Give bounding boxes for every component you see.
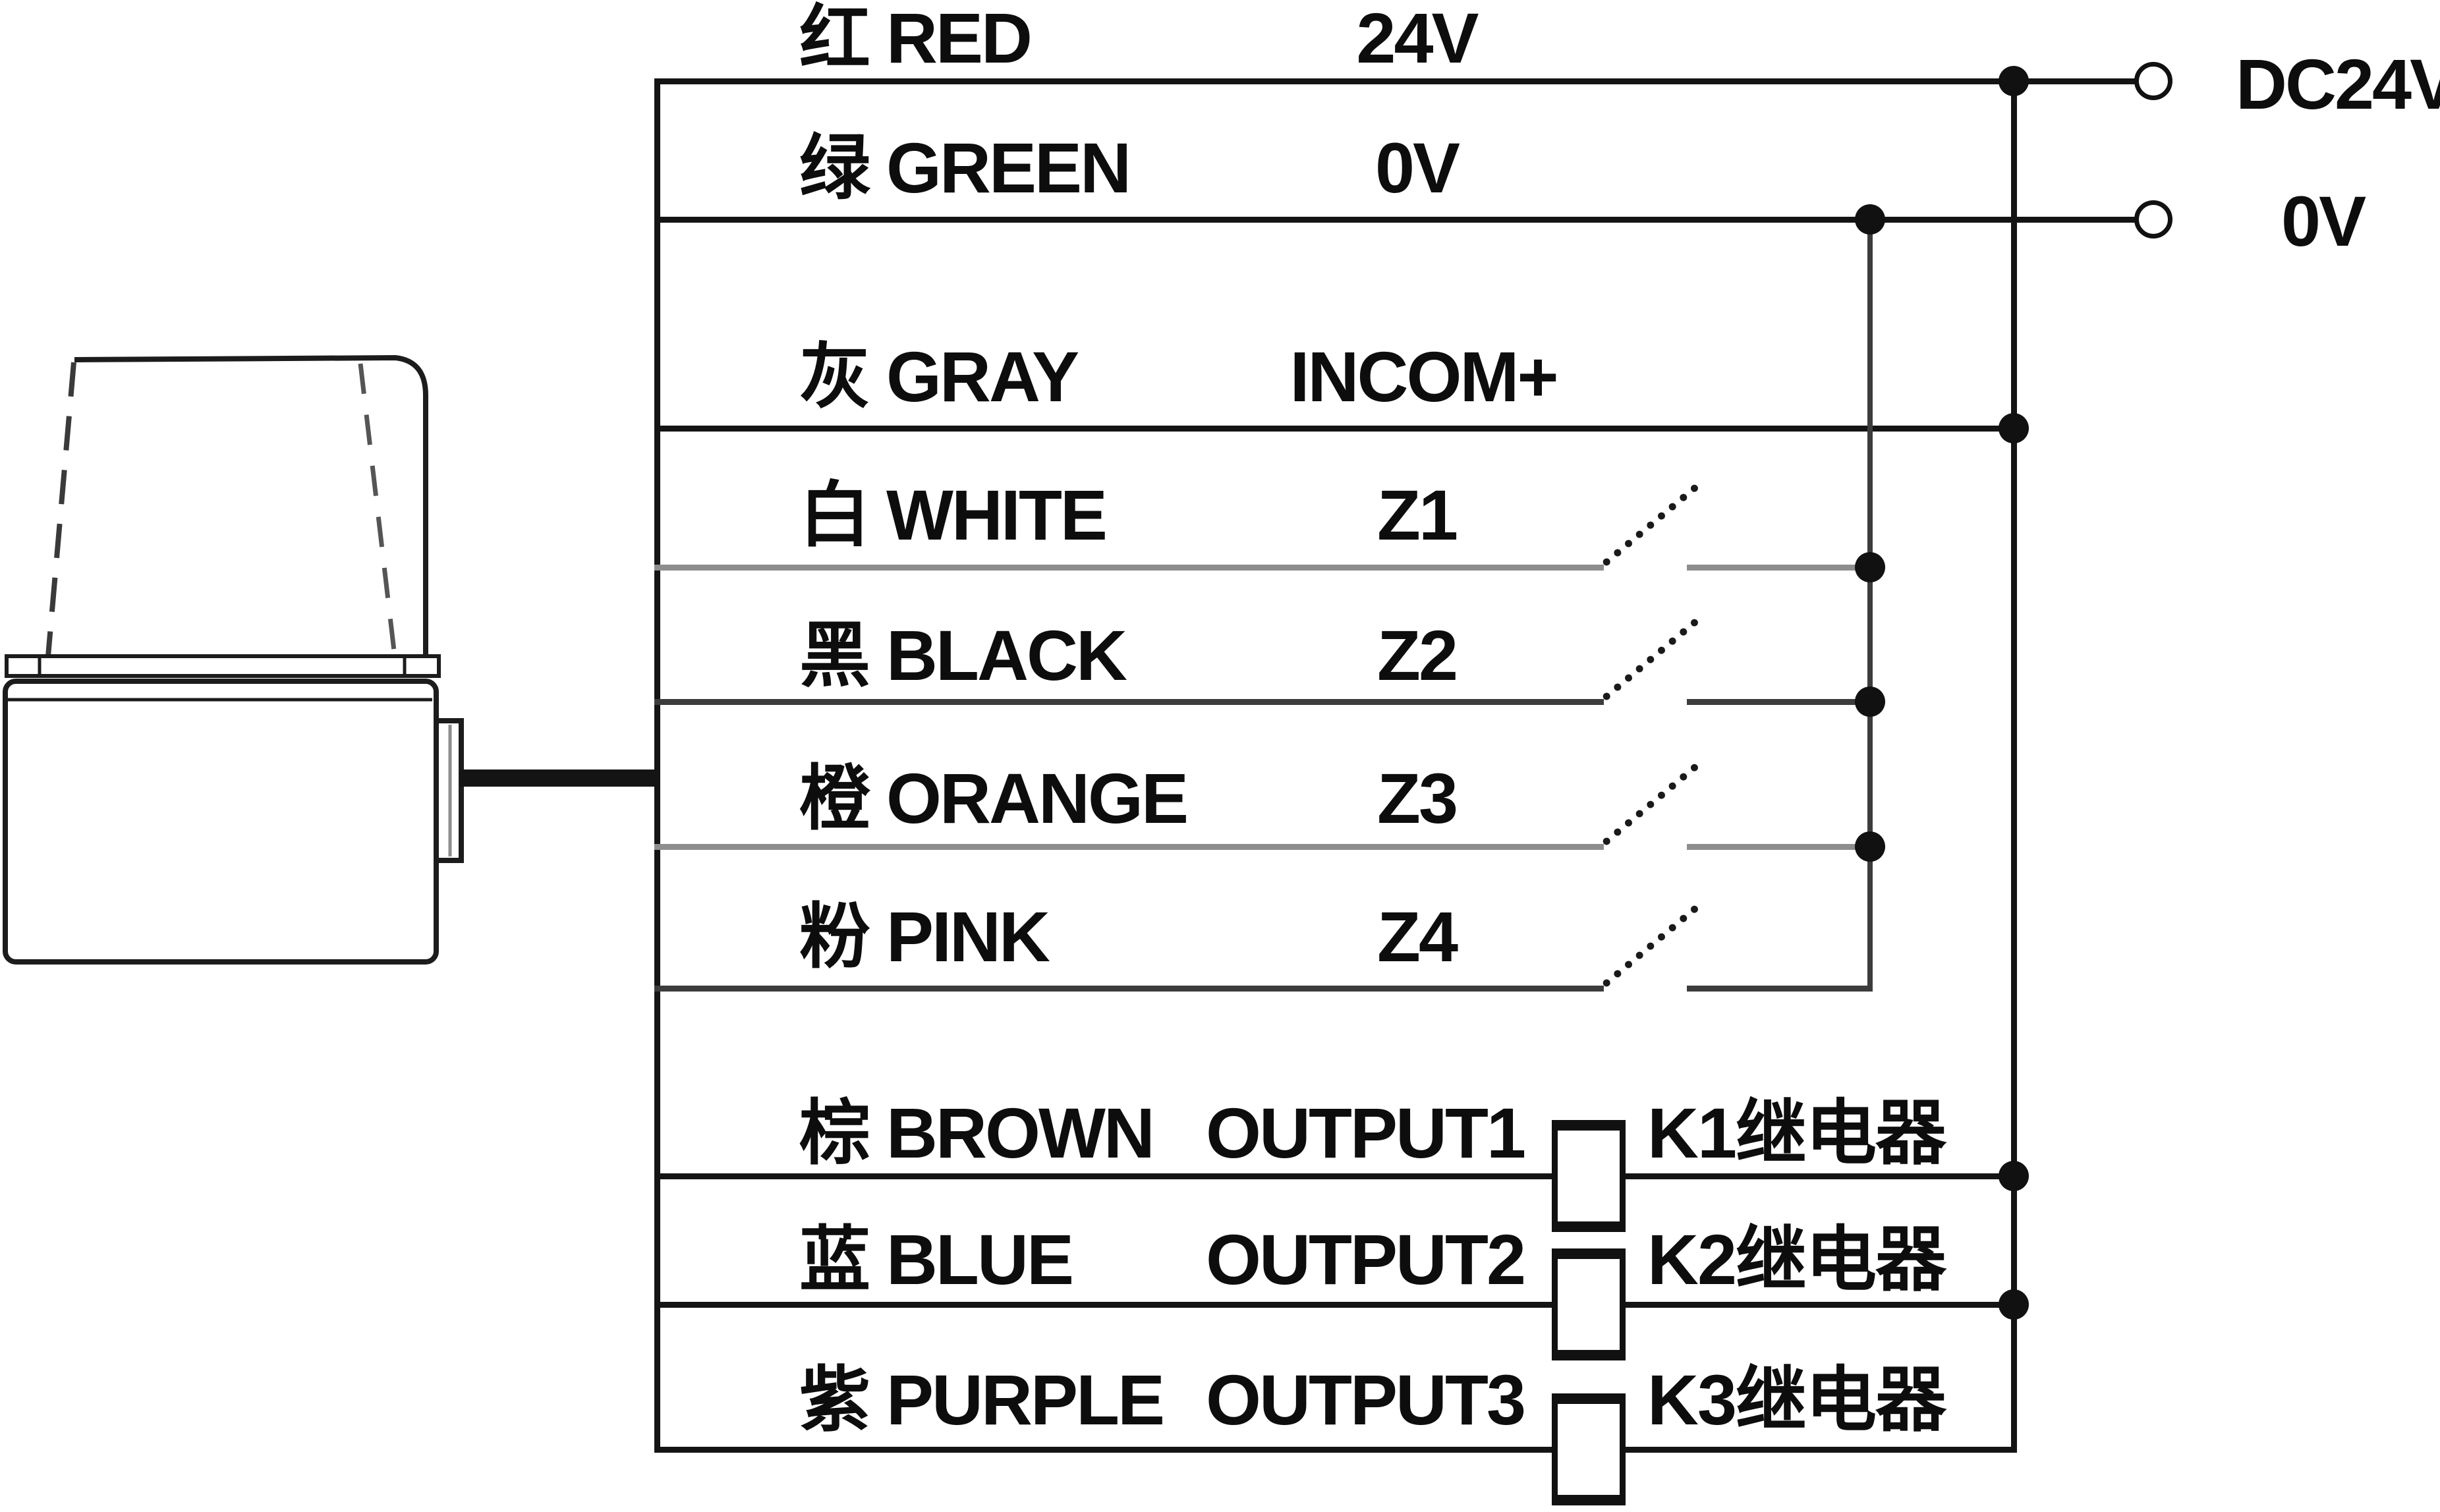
wire-line-z4-right — [1687, 986, 1873, 992]
wire-label-orange: 橙 ORANGE — [799, 758, 1189, 838]
signal-label-z1: Z1 — [1376, 475, 1458, 555]
junction-dot-z1-zrail — [1855, 552, 1885, 582]
wire-line-z1-right — [1687, 565, 1873, 571]
switch-z2 — [1601, 617, 1700, 702]
switch-z1 — [1601, 483, 1700, 567]
signal-label-0v: 0V — [1375, 128, 1460, 208]
power-rail-24v — [2011, 78, 2017, 1453]
relay-coil-k2 — [1552, 1248, 1626, 1360]
relay-coil-k3 — [1552, 1393, 1626, 1505]
wire-line-output2-left — [654, 1302, 1553, 1308]
sensor-cable — [460, 770, 658, 787]
signal-label-z4: Z4 — [1376, 897, 1458, 976]
junction-dot-z2-zrail — [1855, 686, 1885, 717]
wire-line-output2-right — [1624, 1302, 2017, 1308]
lamp-dome-outline — [74, 354, 428, 656]
lamp-dome-inner-dashed-edge — [358, 363, 397, 657]
relay-label-k1: K1继电器 — [1647, 1093, 1946, 1173]
junction-dot-0v-zrail — [1855, 204, 1885, 235]
junction-dot-incom-rail — [1999, 413, 2029, 443]
wire-label-white: 白 WHITE — [799, 475, 1108, 555]
signal-label-incom: INCOM+ — [1290, 337, 1558, 416]
junction-dot-output2-rail — [1999, 1289, 2029, 1320]
wire-line-0v — [654, 217, 2135, 223]
wire-line-output3-left — [654, 1447, 1553, 1453]
signal-label-z3: Z3 — [1376, 758, 1458, 838]
wire-label-purple: 紫 PURPLE — [799, 1360, 1165, 1440]
wire-line-z4-left — [654, 986, 1604, 992]
terminal-circle-0v — [2134, 200, 2172, 238]
wire-line-output3-right — [1624, 1447, 2017, 1453]
relay-coil-k1 — [1552, 1120, 1626, 1232]
relay-label-k3: K3继电器 — [1647, 1360, 1946, 1440]
wire-label-red: 红 RED — [799, 0, 1033, 78]
junction-dot-24v-rail-top — [1999, 66, 2029, 96]
connector-bracket — [436, 718, 464, 863]
signal-label-output1: OUTPUT1 — [1206, 1093, 1526, 1173]
wire-line-z1-left — [654, 565, 1604, 571]
terminal-label-0v: 0V — [2281, 181, 2366, 261]
wire-line-24v — [654, 78, 2135, 84]
wire-label-black: 黑 BLACK — [799, 615, 1127, 695]
signal-label-24v: 24V — [1356, 0, 1479, 78]
wire-label-gray: 灰 GRAY — [799, 337, 1079, 416]
relay-label-k2: K2继电器 — [1647, 1219, 1946, 1299]
wire-line-z3-left — [654, 844, 1604, 850]
terminal-circle-dc24v — [2134, 62, 2172, 100]
mounting-plate — [5, 654, 441, 678]
signal-label-output3: OUTPUT3 — [1206, 1360, 1526, 1440]
wire-line-z3-right — [1687, 844, 1873, 850]
signal-label-z2: Z2 — [1376, 615, 1458, 695]
lamp-dome-left-dashed-edge — [45, 362, 76, 657]
wire-label-brown: 棕 BROWN — [799, 1093, 1155, 1173]
z-common-rail — [1867, 217, 1873, 992]
sensor-body — [3, 679, 439, 965]
wire-label-pink: 粉 PINK — [799, 897, 1050, 976]
beacon-sensor-device — [3, 354, 658, 965]
switch-z4 — [1601, 904, 1700, 988]
wire-line-z2-right — [1687, 699, 1873, 705]
wire-label-green: 绿 GREEN — [799, 128, 1131, 208]
junction-dot-z3-zrail — [1855, 831, 1885, 862]
terminal-label-dc24v: DC24V — [2236, 44, 2440, 124]
wire-line-z2-left — [654, 699, 1604, 705]
wire-line-output1-right — [1624, 1173, 2017, 1179]
junction-dot-output1-rail — [1999, 1161, 2029, 1191]
wire-label-blue: 蓝 BLUE — [799, 1219, 1074, 1299]
box-left-edge — [654, 78, 660, 1453]
switch-z3 — [1601, 762, 1700, 847]
signal-label-output2: OUTPUT2 — [1206, 1219, 1526, 1299]
wire-line-incom — [654, 426, 2017, 432]
wire-line-output1-left — [654, 1173, 1553, 1179]
